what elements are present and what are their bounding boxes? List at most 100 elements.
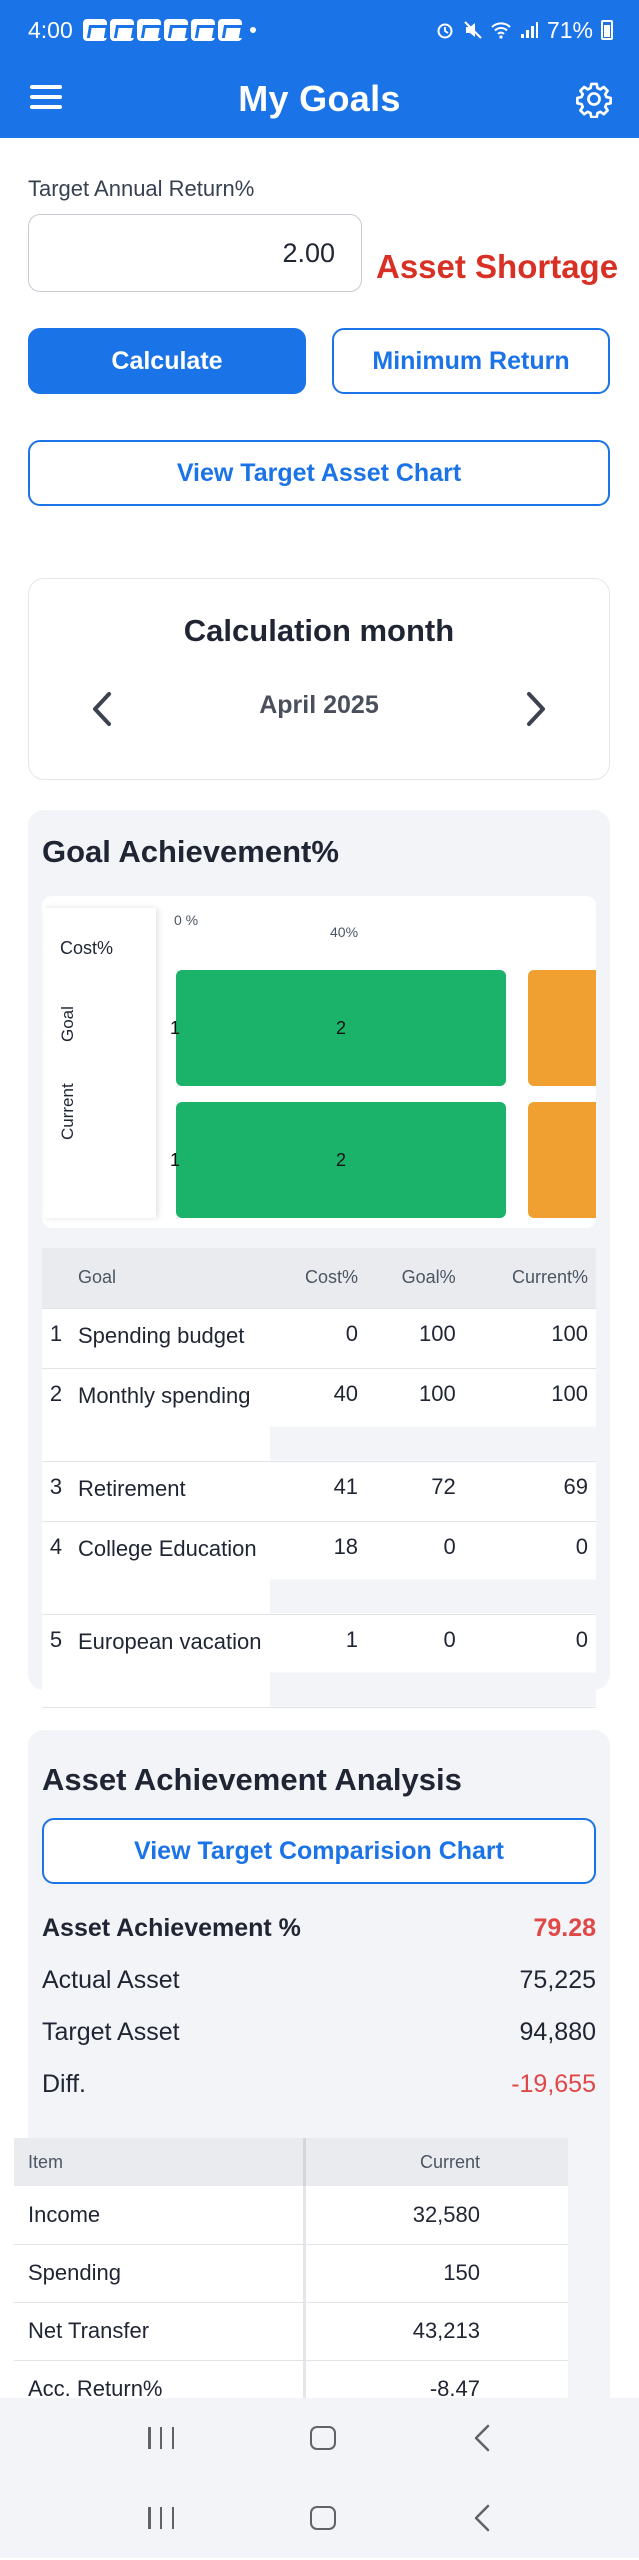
recent-apps-icon[interactable] <box>148 2507 175 2529</box>
table-row[interactable]: 5 European vacation 1 0 0 <box>42 1614 596 1707</box>
goal-achievement-chart[interactable]: 0 % 40% 2 1 2 1 Cost% Goal Current <box>42 896 596 1228</box>
table-row[interactable]: 3 Retirement 41 72 69 <box>42 1461 596 1521</box>
chart-bar[interactable]: 2 <box>176 970 506 1086</box>
goal-cost: 18 <box>270 1521 367 1614</box>
goal-current: 100 <box>463 1308 596 1368</box>
chart-category-goal: Goal <box>58 1006 77 1042</box>
actual-asset-row: Actual Asset 75,225 <box>42 1966 596 1995</box>
chart-bar[interactable]: 2 <box>176 1102 506 1218</box>
chart-bar-label: 1 <box>170 1018 181 1038</box>
n-icon <box>190 19 215 41</box>
hamburger-menu-icon[interactable] <box>30 85 62 109</box>
battery-icon <box>601 20 613 40</box>
diff-row: Diff. -19,655 <box>42 2070 596 2099</box>
asset-achievement-value: 79.28 <box>533 1914 596 1942</box>
system-navigation-bar <box>0 2478 639 2558</box>
goal-cost: 40 <box>270 1368 367 1461</box>
table-row[interactable]: Acc. Return% -8.47 <box>14 2360 568 2398</box>
goal-current: 69 <box>463 1461 596 1521</box>
asset-analysis-title: Asset Achievement Analysis <box>42 1762 462 1797</box>
page-title: My Goals <box>238 78 401 119</box>
chart-bar-label: 2 <box>335 1017 346 1038</box>
view-target-asset-chart-button[interactable]: View Target Asset Chart <box>28 440 610 506</box>
goal-header-goalpct: Goal% <box>366 1248 464 1308</box>
asset-item-name: Net Transfer <box>14 2302 306 2361</box>
goal-header-current: Current% <box>463 1248 596 1308</box>
calculation-month-title: Calculation month <box>183 613 455 648</box>
asset-item-table: Item Current Income 32,580 Spending 150 … <box>14 2138 568 2398</box>
asset-item-current: 150 <box>304 2244 568 2303</box>
asset-achievement-label: Asset Achievement % <box>42 1914 301 1942</box>
goal-header-num <box>42 1248 70 1308</box>
app-navigation-bar <box>0 2398 639 2478</box>
goal-current: 0 <box>463 1614 596 1707</box>
goal-num: 2 <box>42 1368 70 1461</box>
chevron-right-icon[interactable] <box>525 691 547 727</box>
asset-header-item: Item <box>14 2138 306 2186</box>
asset-header-current: Current <box>304 2138 568 2186</box>
asset-item-name: Income <box>14 2186 306 2245</box>
table-row[interactable]: 4 College Education 18 0 0 <box>42 1521 596 1614</box>
notification-icons <box>82 19 242 41</box>
target-return-label: Target Annual Return% <box>28 176 255 201</box>
chart-y-axis-panel: Cost% Goal Current <box>44 908 156 1218</box>
chart-bar-label: 1 <box>170 1150 181 1170</box>
back-icon[interactable] <box>473 2504 491 2532</box>
home-icon[interactable] <box>310 2506 337 2530</box>
calculate-button[interactable]: Calculate <box>28 328 306 394</box>
calculation-month-card: Calculation month April 2025 <box>28 578 610 780</box>
asset-item-name: Spending <box>14 2244 306 2303</box>
gear-icon[interactable] <box>575 80 613 118</box>
goal-achievement-title: Goal Achievement% <box>42 834 339 869</box>
table-row[interactable]: 2 Monthly spending 40 100 100 <box>42 1368 596 1461</box>
goal-cost: 0 <box>270 1308 367 1368</box>
target-asset-value: 94,880 <box>519 2018 596 2046</box>
main-content[interactable]: Target Annual Return% Asset Shortage Cal… <box>0 138 639 2398</box>
goal-num: 1 <box>42 1308 70 1368</box>
table-row[interactable]: Income 32,580 <box>14 2186 568 2245</box>
chart-category-current: Current <box>58 1083 77 1140</box>
goal-goalpct: 0 <box>366 1614 464 1707</box>
diff-value: -19,655 <box>511 2070 596 2098</box>
goal-header-goal: Goal <box>70 1248 270 1308</box>
chart-y-axis-label: Cost% <box>60 938 114 958</box>
asset-shortage-status: Asset Shortage <box>376 248 619 285</box>
battery-percent: 71% <box>546 16 593 43</box>
target-asset-label: Target Asset <box>42 2018 180 2046</box>
chart-bar[interactable] <box>528 970 596 1086</box>
status-time: 4:00 <box>28 16 73 43</box>
e-icon <box>163 19 188 41</box>
table-row[interactable]: 1 Spending budget 0 100 100 <box>42 1308 596 1368</box>
signal-icon <box>520 22 538 38</box>
mute-icon <box>464 21 482 39</box>
status-bar: 4:00 71% <box>0 0 639 60</box>
wifi-icon <box>491 22 511 39</box>
view-target-comparison-chart-button[interactable]: View Target Comparision Chart <box>42 1818 596 1884</box>
recent-apps-icon[interactable] <box>148 2427 175 2449</box>
goal-num: 5 <box>42 1614 70 1707</box>
table-row[interactable]: Net Transfer 43,213 <box>14 2302 568 2361</box>
chart-tick-label: 0 % <box>174 912 199 928</box>
more-notifications-dot <box>249 27 256 33</box>
chart-bar[interactable] <box>528 1102 596 1218</box>
asset-item-current: -8.47 <box>304 2360 568 2398</box>
goal-name: Spending budget <box>70 1308 270 1368</box>
minimum-return-button[interactable]: Minimum Return <box>332 328 610 394</box>
chevron-left-icon[interactable] <box>91 691 113 727</box>
target-return-input[interactable] <box>28 214 362 292</box>
app-bar: My Goals <box>0 60 639 138</box>
back-icon[interactable] <box>473 2424 491 2452</box>
goal-goalpct: 0 <box>366 1521 464 1614</box>
goal-current: 100 <box>463 1368 596 1461</box>
actual-asset-value: 75,225 <box>519 1966 596 1994</box>
table-row[interactable]: Spending 150 <box>14 2244 568 2303</box>
goal-name: Monthly spending <box>70 1368 270 1461</box>
goal-name: European vacation <box>70 1614 270 1707</box>
home-icon[interactable] <box>310 2426 337 2450</box>
diff-label: Diff. <box>42 2070 86 2098</box>
chart-tick-label: 40% <box>330 924 359 940</box>
messenger-icon <box>136 19 161 41</box>
chart-bar-label: 2 <box>335 1149 346 1170</box>
goal-cost: 41 <box>270 1461 367 1521</box>
